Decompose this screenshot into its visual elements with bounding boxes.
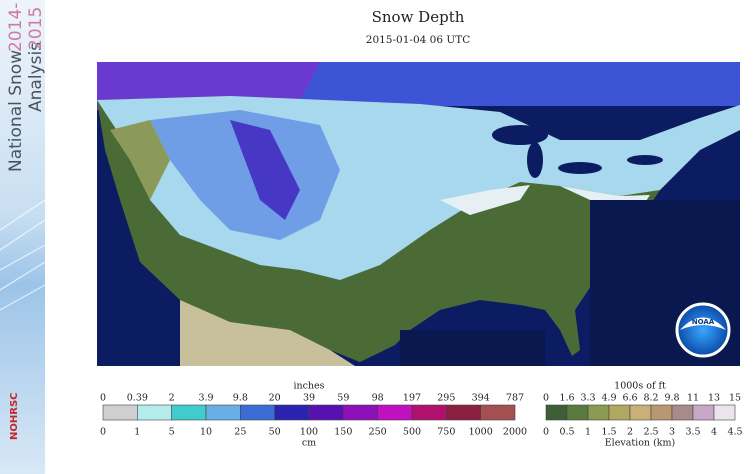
legend-label: 3.9 bbox=[198, 393, 213, 404]
legend-swatch bbox=[102, 404, 138, 421]
legend-swatch bbox=[446, 404, 481, 421]
sidebar-year: 2015 bbox=[26, 7, 46, 50]
legend-swatch bbox=[205, 404, 241, 421]
legend-swatch bbox=[545, 404, 568, 421]
legend-label: 3 bbox=[669, 427, 675, 438]
legend-label: 394 bbox=[472, 393, 490, 404]
sidebar bbox=[0, 0, 45, 474]
legend-label: 2.5 bbox=[643, 427, 658, 438]
legend-unit: inches bbox=[293, 381, 324, 392]
legend-label: 0 bbox=[543, 427, 549, 438]
legend-swatch bbox=[308, 404, 344, 421]
legend-label: 9.8 bbox=[233, 393, 248, 404]
legend-label: 10 bbox=[200, 427, 212, 438]
nohrsc-logo: NOHRSC bbox=[9, 393, 20, 440]
legend-label: 1.5 bbox=[601, 427, 616, 438]
legend-swatch bbox=[171, 404, 207, 421]
legend-label: 39 bbox=[303, 393, 315, 404]
legend-label: 0 bbox=[100, 427, 106, 438]
legend-swatch bbox=[411, 404, 447, 421]
title: Snow Depth bbox=[372, 8, 465, 26]
legend-label: 13 bbox=[708, 393, 720, 404]
legend-label: 1.6 bbox=[559, 393, 574, 404]
legend-label: 0.5 bbox=[559, 427, 574, 438]
legend-label: 98 bbox=[372, 393, 384, 404]
legend-label: 2 bbox=[169, 393, 175, 404]
legend-label: 9.8 bbox=[664, 393, 679, 404]
legend-label: 20 bbox=[269, 393, 281, 404]
legend-label: 0 bbox=[100, 393, 106, 404]
legend-swatch bbox=[713, 404, 736, 421]
legend-label: 25 bbox=[234, 427, 246, 438]
legend-label: 250 bbox=[369, 427, 387, 438]
legend-label: 50 bbox=[269, 427, 281, 438]
legend-swatch bbox=[587, 404, 610, 421]
legend-swatch bbox=[274, 404, 310, 421]
legend-swatch bbox=[566, 404, 589, 421]
legend-label: 295 bbox=[437, 393, 455, 404]
legend-label: 100 bbox=[300, 427, 318, 438]
legend-swatch bbox=[608, 404, 631, 421]
legend-label: 150 bbox=[334, 427, 352, 438]
sidebar-stripes bbox=[0, 199, 46, 311]
legend-label: 3.5 bbox=[685, 427, 700, 438]
legend-label: 3.3 bbox=[580, 393, 595, 404]
sidebar-title: Analysis bbox=[26, 42, 46, 112]
legend-swatch bbox=[343, 404, 378, 421]
legend-label: 787 bbox=[506, 393, 524, 404]
elevation-legend: 1000s of ft Elevation (km) 0 1.6 3.3 4.9 6.6… bbox=[543, 381, 743, 449]
legend-swatch bbox=[480, 404, 516, 421]
noaa-logo: NOAA bbox=[692, 318, 715, 326]
legend-label: 4.5 bbox=[727, 427, 742, 438]
legend-label: 59 bbox=[337, 393, 349, 404]
legend-swatch bbox=[629, 404, 652, 421]
legend-label: 4 bbox=[711, 427, 717, 438]
legend-label: 1 bbox=[134, 427, 140, 438]
sidebar-year: 2014- bbox=[6, 3, 26, 52]
legend-label: 750 bbox=[437, 427, 455, 438]
legend-label: 197 bbox=[403, 393, 421, 404]
legend-swatch bbox=[137, 404, 172, 421]
legend-label: 8.2 bbox=[643, 393, 658, 404]
legend-swatch bbox=[671, 404, 694, 421]
map: NOAA bbox=[97, 62, 740, 366]
legend-swatch bbox=[377, 404, 413, 421]
legend-unit: cm bbox=[302, 438, 316, 449]
legend-label: 15 bbox=[729, 393, 741, 404]
legend-label: 1000 bbox=[469, 427, 493, 438]
legend-unit: Elevation (km) bbox=[605, 438, 676, 449]
legend-label: 5 bbox=[169, 427, 175, 438]
legend-label: 500 bbox=[403, 427, 421, 438]
sidebar-title: National Snow bbox=[6, 50, 26, 172]
legend-label: 0 bbox=[543, 393, 549, 404]
legend-unit: 1000s of ft bbox=[614, 381, 666, 392]
legend-label: 4.9 bbox=[601, 393, 616, 404]
legend-label: 6.6 bbox=[622, 393, 637, 404]
legend-swatch bbox=[240, 404, 275, 421]
timestamp: 2015-01-04 06 UTC bbox=[366, 34, 470, 46]
legend-label: 0.39 bbox=[127, 393, 148, 404]
legend-swatch bbox=[650, 404, 673, 421]
legend-swatch bbox=[692, 404, 715, 421]
legend-label: 11 bbox=[687, 393, 699, 404]
legend-label: 2 bbox=[627, 427, 633, 438]
depth-legend: inches cm 0 0.39 2 3.9 9.8 20 39 59 98 197 295 394 7… bbox=[100, 381, 527, 449]
legend-label: 1 bbox=[585, 427, 591, 438]
legend-label: 2000 bbox=[503, 427, 527, 438]
